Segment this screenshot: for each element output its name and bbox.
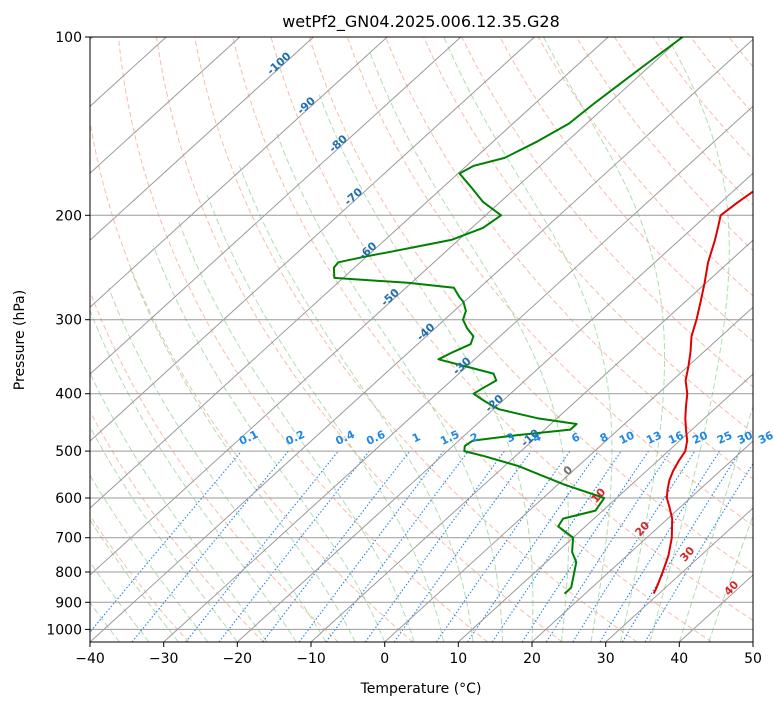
mixing-ratio-line: [491, 450, 622, 642]
mixing-ratio-line: [621, 450, 741, 642]
profiles: [332, 37, 753, 595]
x-axis-title: Temperature (°C): [360, 681, 482, 697]
isotherm: [384, 306, 753, 642]
x-tick-label: 30: [597, 651, 615, 667]
y-axis: 1000 900 800 700 600 500 400 300 200 100: [46, 30, 90, 638]
dry-adiabat: [423, 37, 753, 434]
moist-adiabat: [90, 519, 179, 642]
isotherm: [163, 105, 753, 642]
plot-area: [90, 37, 753, 642]
y-tick-label: 600: [55, 491, 82, 507]
moist-adiabat: [90, 425, 238, 642]
isotherm: [605, 507, 753, 642]
mixing-ratio-lines: [90, 450, 753, 642]
mixing-ratio-line: [521, 450, 650, 642]
mixing-ratio-label: 25: [715, 429, 734, 447]
moist-adiabat: [90, 371, 268, 642]
y-tick-label: 100: [55, 30, 82, 46]
chart-title: wetPf2_GN04.2025.006.12.35.G28: [282, 12, 560, 32]
y-tick-label: 800: [55, 565, 82, 581]
moist-adiabat: [206, 195, 445, 642]
isotherm: [90, 37, 388, 308]
mixing-ratio-line: [262, 450, 411, 642]
temperature-profile: [652, 190, 753, 595]
mixing-ratio-line: [599, 450, 721, 642]
dry-adiabat: [270, 37, 753, 621]
mixing-ratio-line: [364, 450, 505, 642]
mixing-ratio-label: 16: [666, 429, 686, 447]
mixing-ratio-label: 36: [756, 429, 775, 447]
isotherm: [236, 172, 753, 642]
y-tick-label: 500: [55, 444, 82, 460]
x-axis: −40 −30 −20 −10 0 10 20 30 40 50: [75, 642, 762, 667]
mixing-ratio-line: [572, 450, 696, 642]
moist-adiabat: [318, 94, 534, 642]
isotherm: [90, 37, 683, 576]
moist-adiabat: [108, 287, 327, 642]
isotherm: [90, 38, 753, 642]
x-tick-label: −30: [149, 651, 179, 667]
y-tick-label: 400: [55, 387, 82, 403]
moist-adiabat: [678, 404, 753, 642]
dry-adiabat: [90, 410, 264, 642]
mixing-ratio-label: 20: [690, 429, 710, 447]
y-axis-title: Pressure (hPa): [12, 290, 28, 390]
isotherm: [531, 440, 753, 642]
x-tick-label: −40: [75, 651, 105, 667]
isotherm: [310, 239, 753, 642]
moist-adiabat: [543, 37, 665, 642]
x-tick-label: −10: [296, 651, 326, 667]
dewpoint-profile: [332, 37, 684, 595]
dry-adiabat: [194, 37, 638, 642]
isotherm: [90, 37, 314, 241]
dry-adiabat: [156, 37, 563, 642]
x-tick-label: 10: [449, 651, 467, 667]
mixing-ratio-line: [644, 462, 753, 642]
isotherm: [90, 37, 609, 509]
moist-adiabat: [178, 221, 415, 642]
pressure-gridlines: [90, 37, 753, 630]
x-tick-label: −20: [223, 651, 253, 667]
mixing-ratio-line: [90, 450, 242, 633]
y-tick-label: 900: [55, 595, 82, 611]
x-tick-label: 20: [523, 651, 541, 667]
y-tick-label: 1000: [46, 622, 82, 638]
isotherm: [90, 37, 535, 442]
dry-adiabat: [117, 37, 488, 642]
isotherm: [90, 37, 462, 375]
isotherms: [90, 37, 753, 642]
mixing-ratio-line: [467, 450, 599, 642]
y-tick-label: 300: [55, 313, 82, 329]
mixing-ratio-line: [325, 450, 469, 642]
dry-adiabat: [308, 37, 753, 574]
moist-adiabat: [239, 165, 474, 642]
y-tick-label: 200: [55, 208, 82, 224]
mixing-ratio-label: 13: [644, 429, 663, 447]
mixing-ratio-line: [298, 450, 444, 642]
dry-adiabat: [499, 37, 753, 343]
moist-adiabat: [129, 267, 356, 642]
mixing-ratio-line: [218, 450, 370, 642]
mixing-ratio-line: [545, 450, 672, 642]
mixing-ratio-label: 10: [617, 429, 637, 447]
y-tick-label: 700: [55, 531, 82, 547]
x-tick-label: 40: [670, 651, 688, 667]
moist-adiabat: [152, 245, 386, 642]
mixing-ratio-label: 30: [735, 429, 755, 447]
isotherm: [90, 37, 241, 174]
x-tick-label: 50: [744, 651, 762, 667]
isotherm: [457, 373, 753, 642]
x-tick-label: 0: [380, 651, 389, 667]
moist-adiabat: [649, 37, 730, 642]
plot-frame: [89, 36, 754, 643]
moist-adiabat: [90, 474, 209, 642]
mixing-ratio-line: [435, 450, 571, 642]
moist-adiabat: [368, 49, 570, 642]
moist-adiabat: [443, 37, 613, 642]
